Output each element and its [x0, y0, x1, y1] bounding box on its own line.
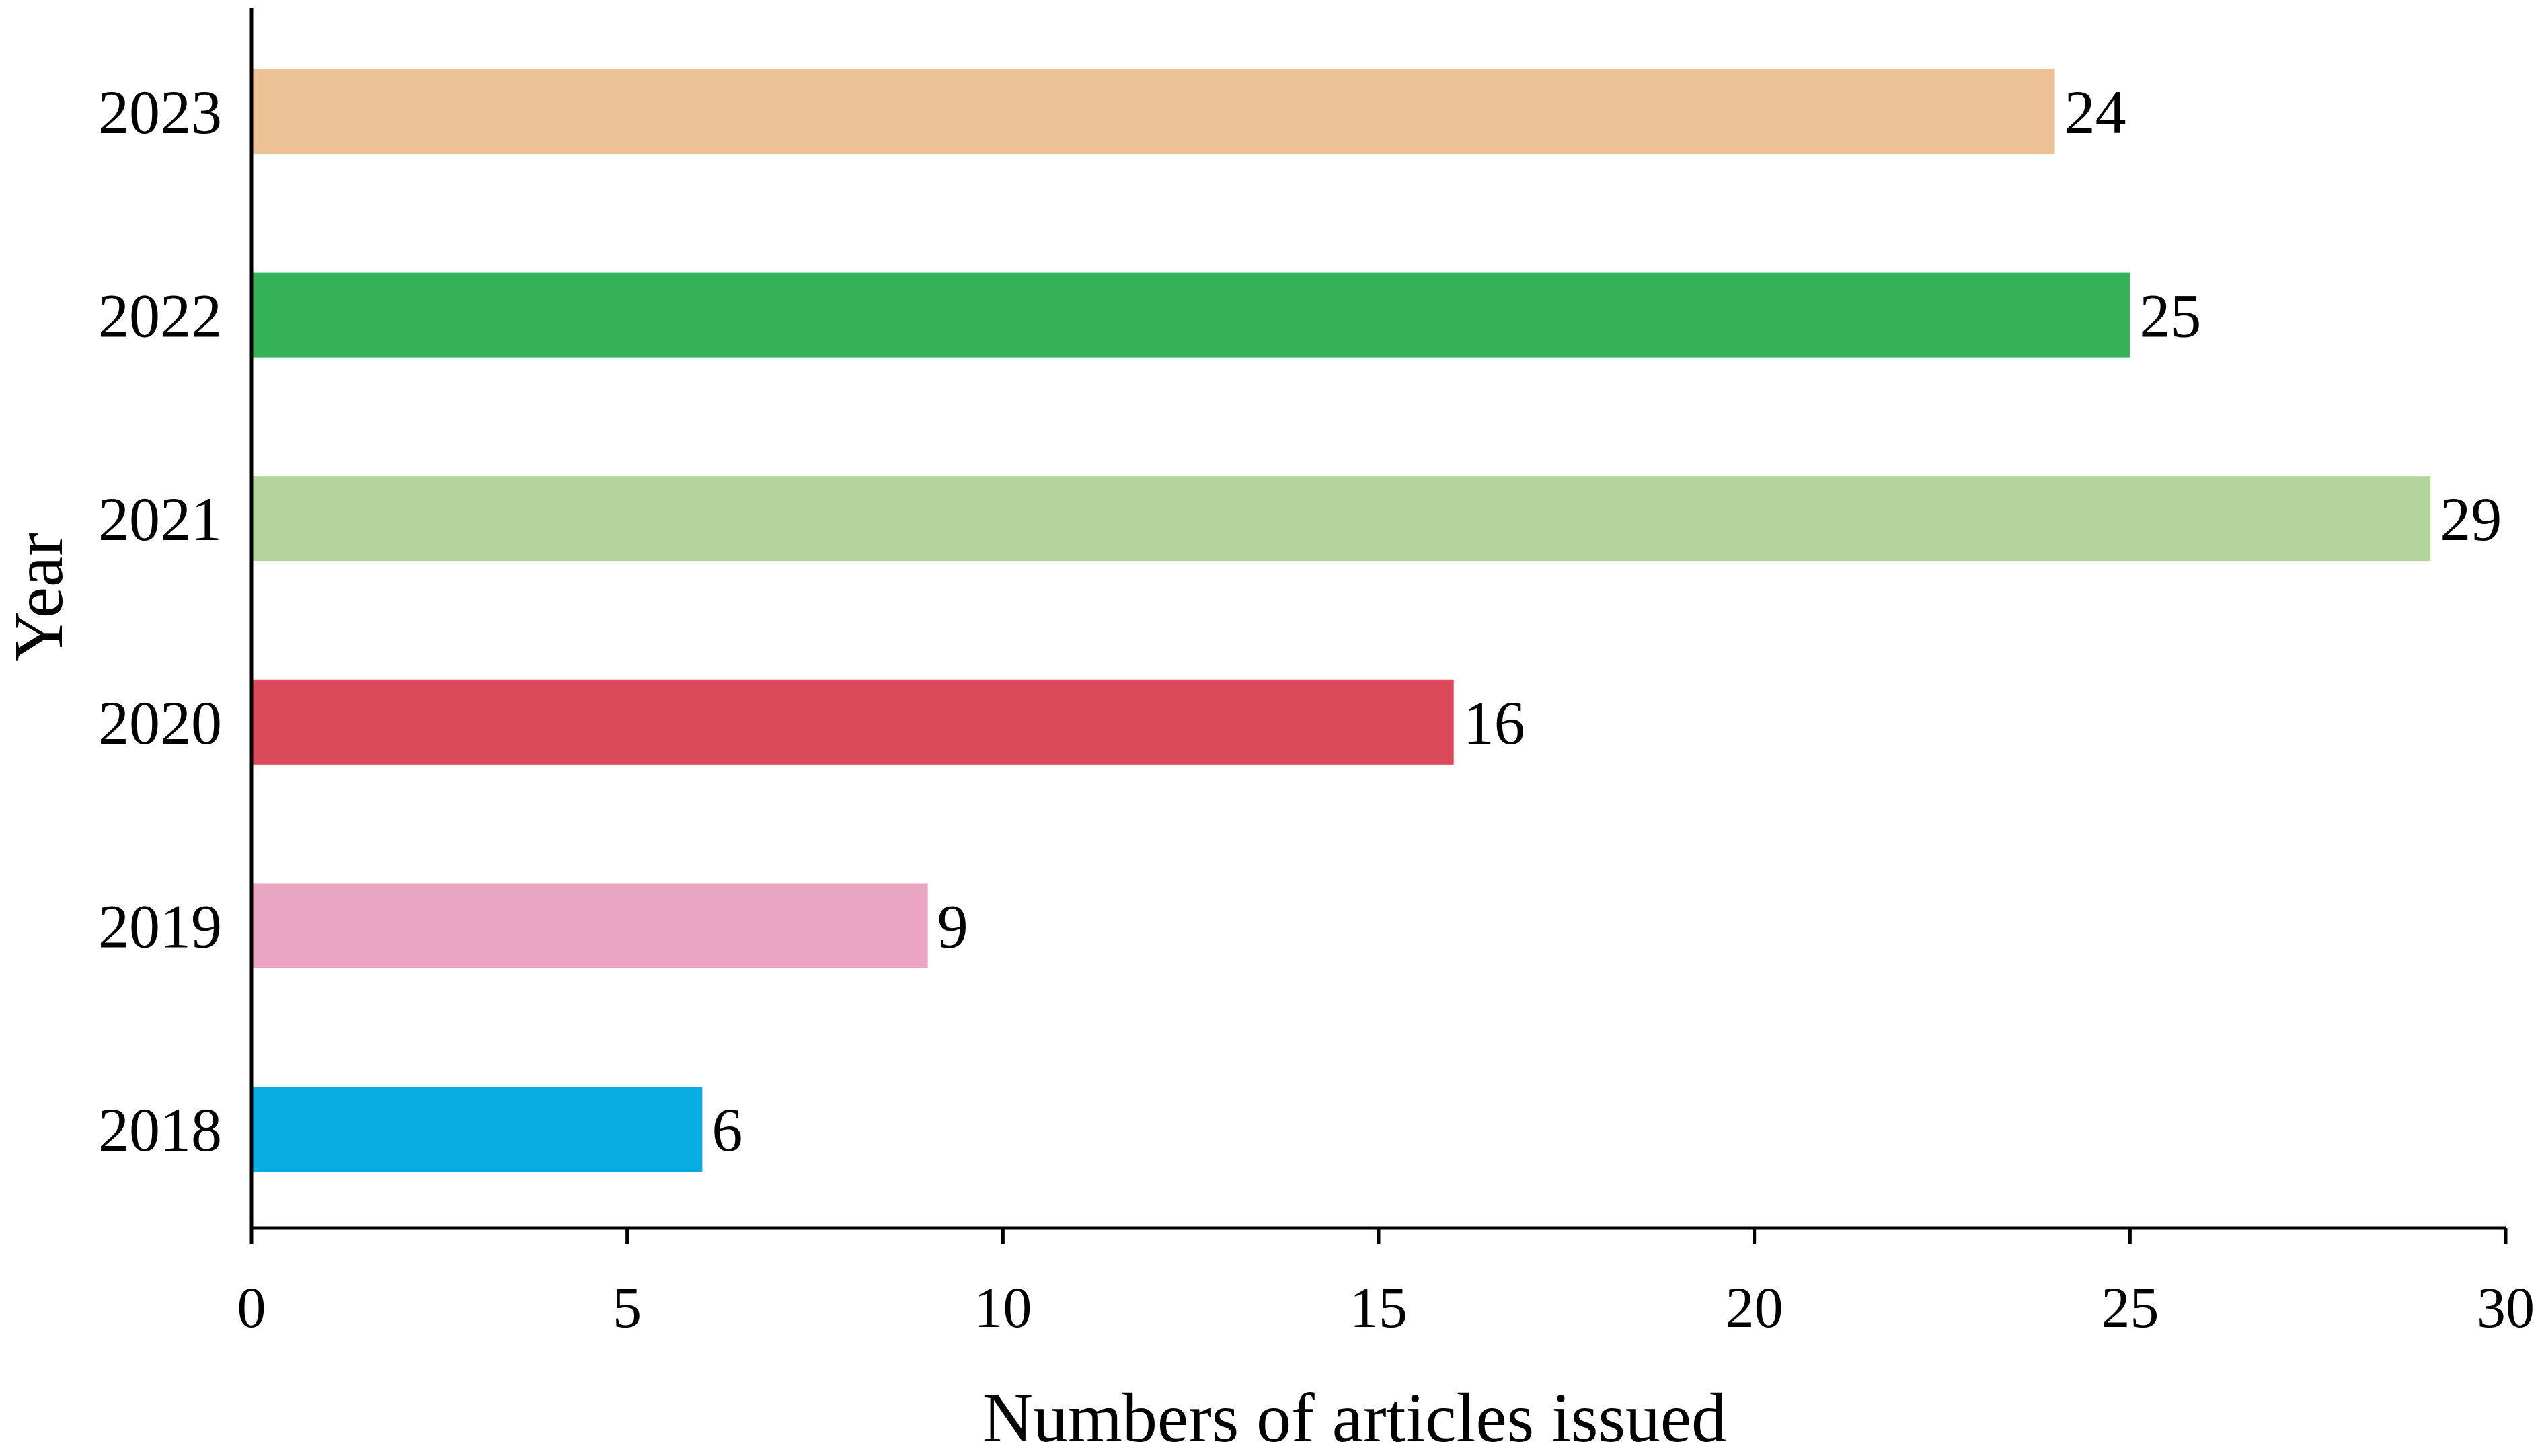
x-tick-label-10: 10: [974, 1275, 1032, 1340]
x-tick-label-25: 25: [2101, 1275, 2159, 1340]
y-tick-labels: 2023 2022 2021 2020 2019 2018: [98, 78, 222, 1164]
value-label-2023: 24: [2065, 78, 2126, 147]
bars: [253, 69, 2431, 1172]
y-tick-label-2022: 2022: [98, 282, 222, 350]
value-label-2021: 29: [2440, 485, 2502, 553]
bar-2023: [253, 69, 2055, 154]
bar-2019: [253, 883, 928, 968]
value-label-2018: 6: [711, 1096, 742, 1164]
y-tick-label-2019: 2019: [98, 892, 222, 960]
bar-2022: [253, 272, 2130, 358]
x-tick-label-30: 30: [2477, 1275, 2535, 1340]
value-label-2020: 16: [1463, 689, 1525, 757]
value-label-2019: 9: [937, 892, 968, 960]
x-tick-label-0: 0: [237, 1275, 266, 1340]
y-tick-label-2020: 2020: [98, 689, 222, 757]
y-tick-label-2023: 2023: [98, 78, 222, 147]
x-ticks: 0 5 10 15 20 25 30: [237, 1228, 2535, 1340]
value-label-2022: 25: [2139, 282, 2201, 350]
bar-2018: [253, 1087, 703, 1172]
x-tick-label-20: 20: [1726, 1275, 1783, 1340]
y-axis-title: Year: [0, 533, 77, 662]
value-labels: 24 25 29 16 9 6: [711, 78, 2502, 1164]
x-tick-label-15: 15: [1350, 1275, 1408, 1340]
bar-2021: [253, 476, 2431, 562]
x-tick-label-5: 5: [613, 1275, 642, 1340]
y-tick-label-2021: 2021: [98, 485, 222, 553]
y-tick-label-2018: 2018: [98, 1096, 222, 1164]
bar-2020: [253, 679, 1454, 765]
x-axis-title: Numbers of articles issued: [983, 1379, 1726, 1456]
